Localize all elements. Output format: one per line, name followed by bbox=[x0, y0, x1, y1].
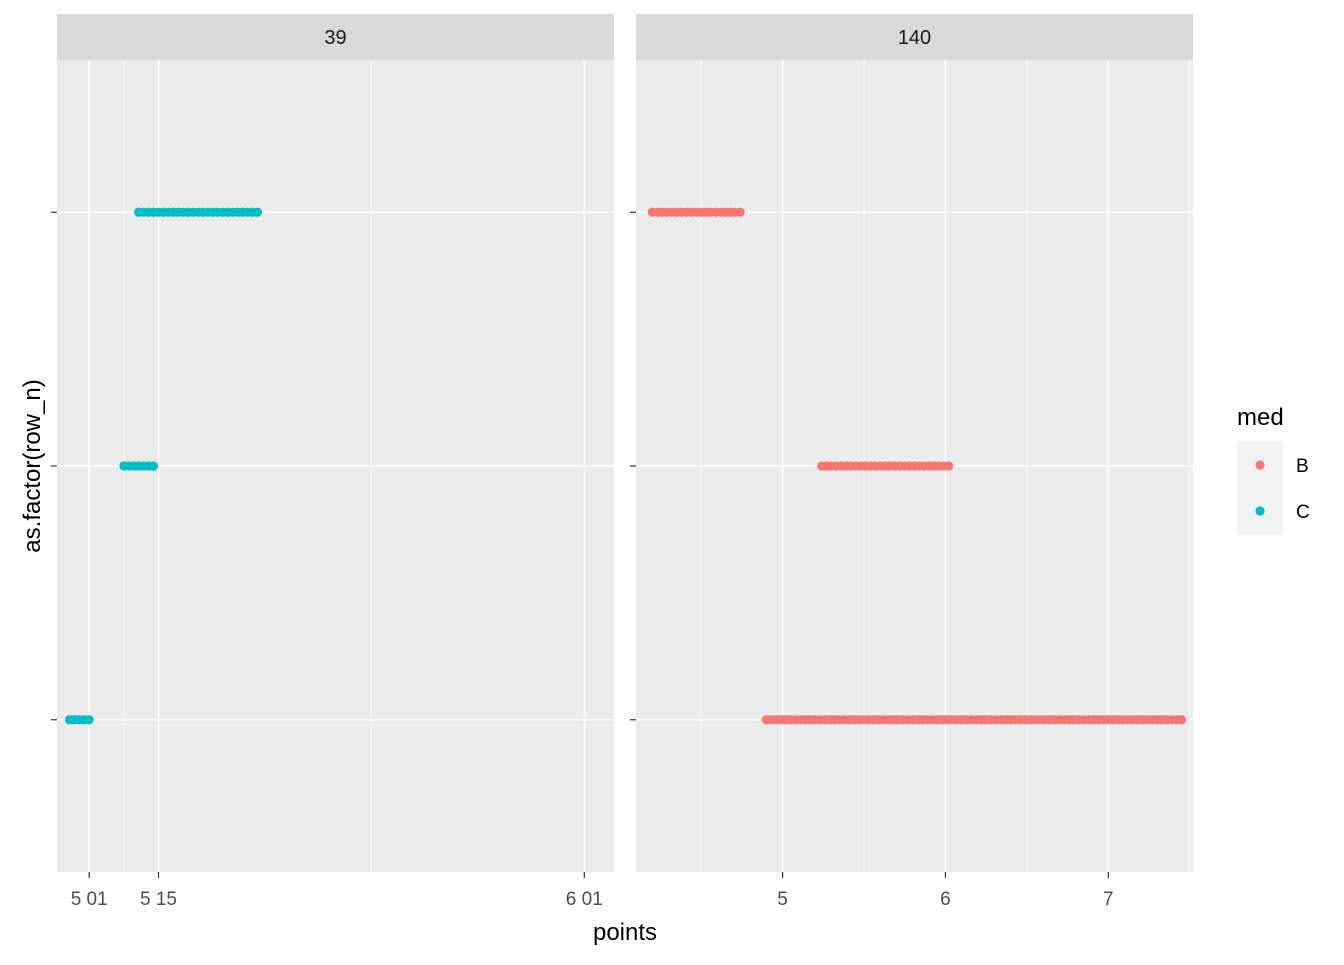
facet-strip bbox=[57, 14, 614, 60]
x-tick-label: 5 bbox=[777, 889, 788, 910]
data-point bbox=[148, 461, 159, 471]
legend-label: C bbox=[1296, 502, 1310, 523]
y-axis-title: as.factor(row_n) bbox=[19, 379, 46, 552]
x-tick-label: 5 01 bbox=[71, 889, 108, 910]
legend-label: B bbox=[1296, 456, 1309, 477]
legend-title: med bbox=[1237, 404, 1284, 431]
x-axis-title: points bbox=[593, 919, 657, 946]
x-tick-label: 6 bbox=[940, 889, 951, 910]
facet-strip-label: 39 bbox=[324, 27, 346, 49]
data-point bbox=[944, 461, 954, 471]
legend-marker bbox=[1255, 460, 1265, 470]
x-tick-label: 5 15 bbox=[140, 889, 177, 910]
facet-strip bbox=[636, 14, 1193, 60]
data-point bbox=[735, 207, 745, 217]
x-tick-label: 6 01 bbox=[566, 889, 603, 910]
x-tick-label: 7 bbox=[1103, 889, 1114, 910]
facet-strip-label: 140 bbox=[898, 27, 931, 49]
data-point bbox=[84, 715, 94, 725]
data-point bbox=[1176, 715, 1187, 725]
data-point bbox=[252, 207, 263, 217]
legend-marker bbox=[1255, 506, 1265, 516]
